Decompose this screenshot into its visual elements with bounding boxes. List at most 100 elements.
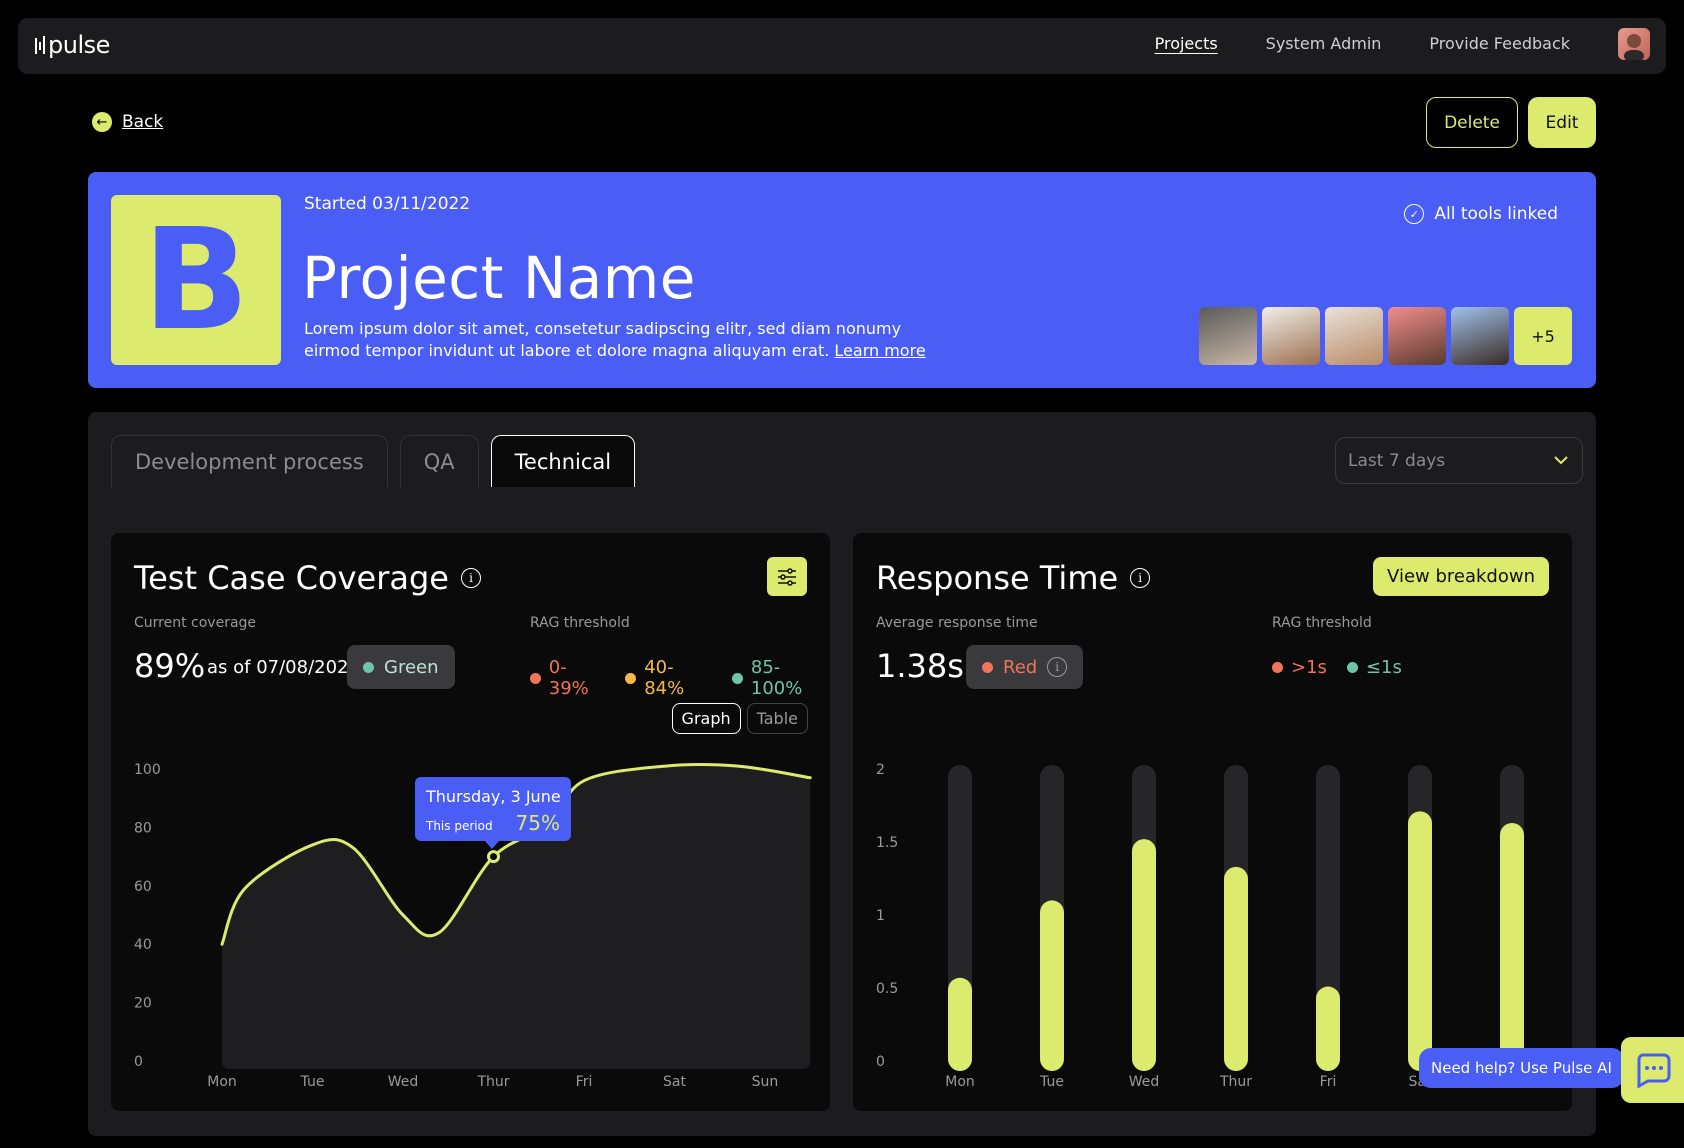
project-started: Started 03/11/2022 [304,194,471,214]
x-tick-label: Fri [1320,1074,1337,1090]
member-avatar[interactable] [1262,307,1320,365]
date-range-select[interactable]: Last 7 days [1335,437,1583,484]
nav-provide-feedback[interactable]: Provide Feedback [1429,34,1570,53]
user-avatar[interactable] [1618,28,1650,60]
rag-green: ≤1s [1346,657,1402,678]
tab-technical[interactable]: Technical [490,435,636,487]
bar [1500,823,1524,1071]
x-tick-label: Fri [576,1074,593,1090]
chat-button[interactable] [1621,1037,1684,1103]
project-description: Lorem ipsum dolor sit amet, consetetur s… [304,318,944,362]
highlight-point [487,850,500,864]
member-avatar[interactable] [1325,307,1383,365]
member-avatar[interactable] [1451,307,1509,365]
table-toggle[interactable]: Table [746,703,808,734]
graph-toggle[interactable]: Graph [671,703,741,734]
tab-qa[interactable]: QA [399,435,479,487]
coverage-title-text: Test Case Coverage [134,559,449,597]
rag-amber: 40-84% [625,657,712,699]
tools-status-label: All tools linked [1434,204,1558,224]
avg-response-label: Average response time [876,615,1038,631]
rag-red: >1s [1272,657,1327,678]
project-description-text: Lorem ipsum dolor sit amet, consetetur s… [304,319,902,360]
status-label: Green [384,656,439,678]
x-tick-label: Thur [476,1074,509,1090]
y-tick-label: 100 [134,762,161,778]
response-time-card: Response Time i View breakdown Average r… [853,533,1572,1111]
logo-text: pulse [48,31,110,59]
status-badge: Red i [966,645,1084,689]
x-tick-label: Tue [1039,1074,1064,1090]
project-header: B Started 03/11/2022 Project Name Lorem … [88,172,1596,388]
rag-legend: 0-39% 40-84% 85-100% [530,657,830,699]
response-title-text: Response Time [876,559,1119,597]
team-members: +5 [1199,307,1572,365]
x-tick-label: Wed [388,1074,419,1090]
coverage-area [222,764,811,1069]
x-tick-label: Tue [300,1074,325,1090]
tab-development-process[interactable]: Development process [111,435,388,487]
nav-projects[interactable]: Projects [1154,34,1218,53]
edit-button[interactable]: Edit [1528,97,1596,148]
sliders-icon [778,567,796,586]
coverage-line [220,762,812,946]
rag-threshold-label: RAG threshold [1272,615,1372,631]
member-avatar[interactable] [1388,307,1446,365]
check-circle-icon: ✓ [1404,204,1425,224]
top-nav: pulse Projects System Admin Provide Feed… [18,18,1666,74]
metrics-panel: Development process QA Technical Last 7 … [88,412,1596,1136]
date-range-value: Last 7 days [1348,450,1446,471]
tooltip-date: Thursday, 3 June [426,787,561,806]
rag-red: 0-39% [530,657,605,699]
status-badge: Green [347,645,455,689]
info-icon[interactable]: i [1130,568,1151,588]
filter-button[interactable] [767,557,807,596]
help-tooltip[interactable]: Need help? Use Pulse AI [1419,1048,1632,1088]
project-name: Project Name [302,244,696,312]
response-title: Response Time i [876,559,1151,597]
info-icon[interactable]: i [460,568,481,588]
bar [1040,900,1064,1071]
logo-bars-icon [35,36,45,54]
y-tick-label: 0 [876,1054,885,1070]
x-tick-label: Sat [663,1074,686,1090]
y-tick-label: 2 [876,762,885,778]
info-icon[interactable]: i [1047,657,1068,677]
rag-legend: >1s ≤1s [1272,657,1402,678]
view-toggle: Graph Table [671,703,808,734]
response-value: 1.38s [876,647,964,685]
y-tick-label: 0.5 [876,981,898,997]
x-tick-label: Wed [1129,1074,1160,1090]
x-tick-label: Mon [945,1074,975,1090]
y-tick-label: 1.5 [876,835,898,851]
bar [1408,811,1432,1071]
chat-icon [1637,1053,1670,1088]
nav-system-admin[interactable]: System Admin [1265,34,1382,53]
pulse-logo[interactable]: pulse [34,31,110,59]
view-breakdown-button[interactable]: View breakdown [1373,557,1549,596]
tooltip-value: 75% [515,811,560,835]
current-coverage-label: Current coverage [134,615,257,631]
arrow-left-icon: ← [92,112,112,132]
coverage-chart: 0 20 40 60 80 100 Mon Tue Wed Thur Fri Sat Sun [134,762,812,1090]
x-tick-label: Thur [1219,1074,1252,1090]
coverage-value: 89% [134,647,206,685]
more-members-button[interactable]: +5 [1514,307,1572,365]
back-label: Back [122,112,164,132]
bar [948,977,972,1071]
tooltip-period: This period [426,819,493,833]
delete-button[interactable]: Delete [1426,97,1518,148]
rag-green: 85-100% [732,657,830,699]
status-dot [982,661,993,673]
member-avatar[interactable] [1199,307,1257,365]
back-link[interactable]: ← Back [92,112,163,132]
y-tick-label: 0 [134,1054,143,1070]
learn-more-link[interactable]: Learn more [834,341,926,360]
y-tick-label: 20 [134,996,152,1012]
status-dot [363,661,374,673]
y-tick-label: 1 [876,908,885,924]
coverage-as-of: as of 07/08/2024 [207,657,360,678]
x-tick-label: Mon [207,1074,237,1090]
bar [1224,866,1248,1071]
tab-bar: Development process QA Technical [111,435,636,487]
